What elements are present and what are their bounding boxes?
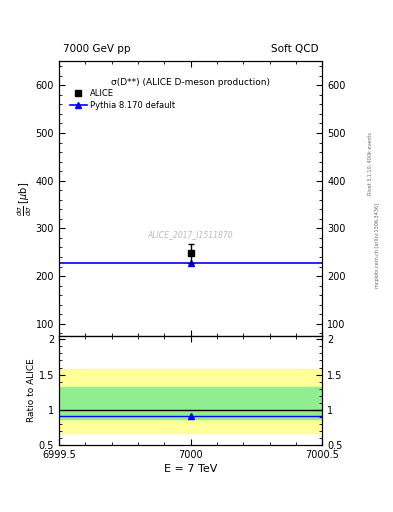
Legend: ALICE, Pythia 8.170 default: ALICE, Pythia 8.170 default bbox=[68, 88, 177, 112]
Text: mcplots.cern.ch [arXiv:1306.3436]: mcplots.cern.ch [arXiv:1306.3436] bbox=[375, 203, 380, 288]
Text: σ(D**) (ALICE D-meson production): σ(D**) (ALICE D-meson production) bbox=[111, 78, 270, 87]
Bar bbox=[59, 369, 322, 433]
Y-axis label: $\frac{d\sigma}{d\sigma}$ [$\mu$b]: $\frac{d\sigma}{d\sigma}$ [$\mu$b] bbox=[16, 181, 34, 216]
Bar bbox=[59, 387, 322, 419]
Text: Rivet 3.1.10, 400k events: Rivet 3.1.10, 400k events bbox=[367, 133, 373, 195]
Y-axis label: Ratio to ALICE: Ratio to ALICE bbox=[27, 359, 36, 422]
Text: ALICE_2017_I1511870: ALICE_2017_I1511870 bbox=[148, 230, 233, 239]
Text: 7000 GeV pp: 7000 GeV pp bbox=[63, 44, 130, 54]
Text: Soft QCD: Soft QCD bbox=[271, 44, 318, 54]
X-axis label: E = 7 TeV: E = 7 TeV bbox=[164, 464, 217, 475]
